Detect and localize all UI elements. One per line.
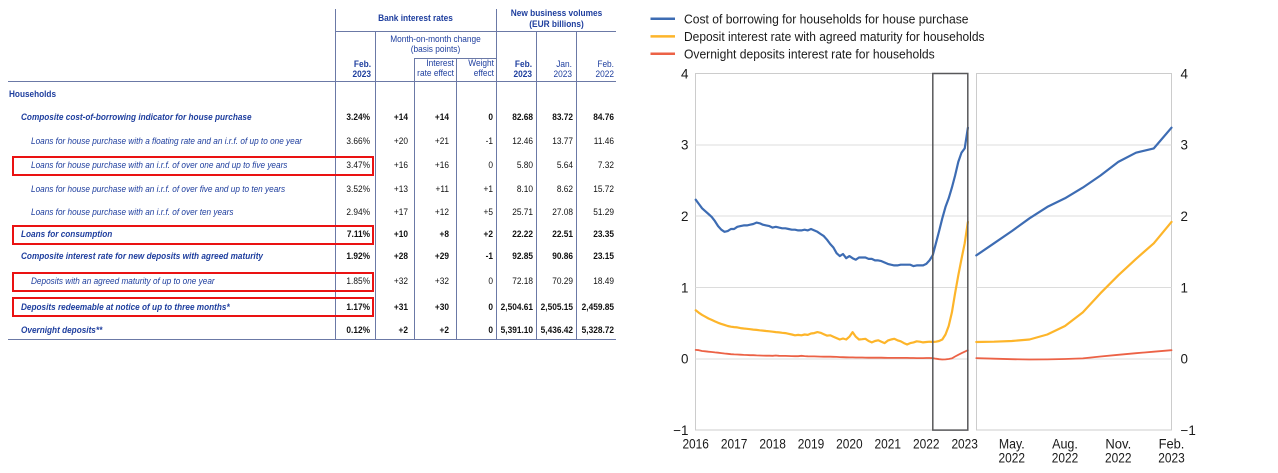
svg-text:2020: 2020 (836, 437, 863, 452)
svg-text:Deposit interest rate with agr: Deposit interest rate with agreed maturi… (684, 29, 985, 44)
svg-text:May.: May. (999, 437, 1025, 452)
svg-text:1: 1 (1181, 280, 1188, 295)
svg-text:Aug.: Aug. (1052, 437, 1078, 452)
svg-text:2022: 2022 (1052, 451, 1079, 466)
svg-text:3: 3 (681, 138, 688, 153)
svg-text:2017: 2017 (721, 437, 748, 452)
svg-text:2021: 2021 (875, 437, 902, 452)
svg-text:2023: 2023 (1158, 451, 1185, 466)
svg-text:4: 4 (681, 66, 689, 81)
svg-text:2: 2 (681, 209, 688, 224)
svg-text:−1: −1 (673, 423, 688, 438)
svg-text:1: 1 (681, 280, 688, 295)
svg-text:2022: 2022 (913, 437, 940, 452)
svg-text:4: 4 (1181, 66, 1189, 81)
svg-text:2: 2 (1181, 209, 1188, 224)
svg-text:Cost of borrowing for househol: Cost of borrowing for households for hou… (684, 11, 969, 26)
svg-text:Nov.: Nov. (1105, 437, 1131, 452)
svg-text:Feb.: Feb. (1159, 437, 1185, 452)
svg-text:3: 3 (1181, 138, 1188, 153)
svg-text:2023: 2023 (951, 437, 978, 452)
svg-text:2022: 2022 (1105, 451, 1132, 466)
svg-text:0: 0 (681, 352, 688, 367)
svg-text:Overnight deposits interest ra: Overnight deposits interest rate for hou… (684, 46, 935, 61)
svg-text:2019: 2019 (798, 437, 825, 452)
svg-text:2016: 2016 (682, 437, 709, 452)
svg-text:2022: 2022 (999, 451, 1026, 466)
svg-text:2018: 2018 (759, 437, 786, 452)
svg-text:−1: −1 (1181, 423, 1196, 438)
svg-text:0: 0 (1181, 352, 1188, 367)
